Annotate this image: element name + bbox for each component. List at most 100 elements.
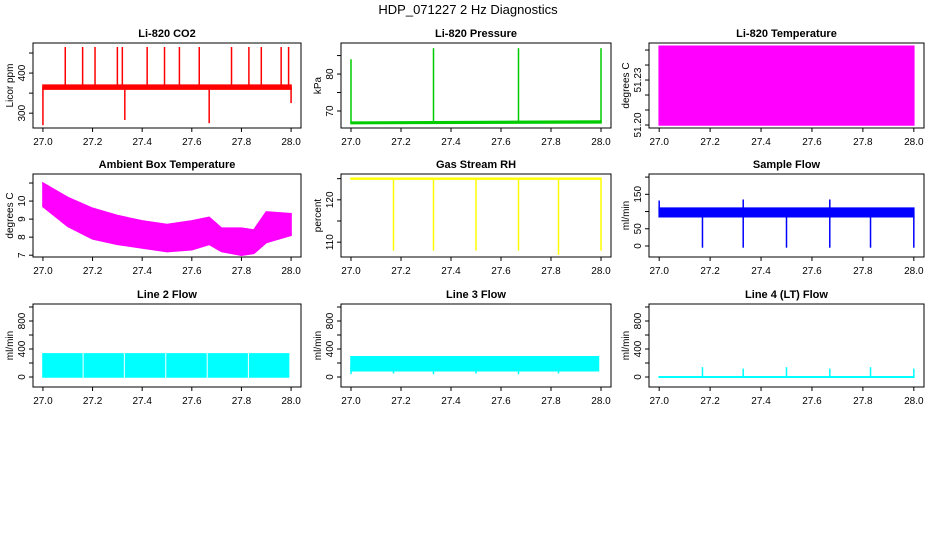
x-tick-label: 27.6	[182, 396, 202, 407]
panel-title: Li-820 Temperature	[736, 28, 837, 40]
x-tick-label: 28.0	[591, 266, 611, 277]
data-band	[207, 353, 248, 378]
y-tick-label: 10	[17, 195, 28, 207]
x-tick-label: 27.6	[802, 137, 822, 148]
x-tick-label: 27.0	[33, 266, 53, 277]
x-tick-label: 28.0	[904, 137, 924, 148]
x-tick-label: 27.2	[391, 137, 411, 148]
x-tick-label: 27.4	[132, 266, 152, 277]
x-tick-label: 27.2	[391, 396, 411, 407]
panel-title: Li-820 CO2	[138, 28, 195, 40]
x-tick-label: 27.2	[391, 266, 411, 277]
y-axis-label: kPa	[313, 76, 324, 94]
x-tick-label: 27.2	[700, 396, 720, 407]
y-tick-label: 0	[633, 243, 644, 249]
y-tick-label: 400	[17, 64, 28, 81]
x-tick-label: 28.0	[904, 266, 924, 277]
y-tick-label: 300	[17, 104, 28, 121]
x-tick-label: 27.8	[853, 396, 873, 407]
x-tick-label: 27.2	[83, 396, 103, 407]
x-tick-label: 27.6	[802, 396, 822, 407]
data-band	[124, 353, 166, 378]
plot-frame	[340, 173, 612, 258]
y-tick-label: 400	[325, 340, 336, 357]
panel-3: Ambient Box Temperature 27.0 27.2 27.4 27.6 2…	[5, 159, 302, 277]
x-tick-label: 27.6	[802, 266, 822, 277]
panel-1: Li-820 Pressure 27.0 27.2 27.4 27.6 27.8 28.0 7…	[313, 28, 612, 148]
panel-title: Li-820 Pressure	[435, 28, 517, 40]
data-band	[248, 353, 290, 378]
y-tick-label: 7	[17, 252, 28, 258]
x-tick-label: 27.8	[853, 266, 873, 277]
x-tick-label: 27.2	[700, 266, 720, 277]
y-tick-label: 0	[325, 374, 336, 380]
x-tick-label: 27.8	[541, 266, 561, 277]
x-tick-label: 27.4	[751, 266, 771, 277]
y-axis-label: ml/min	[5, 331, 16, 360]
y-tick-label: 800	[17, 312, 28, 329]
y-axis-label: Licor ppm	[5, 64, 16, 108]
y-axis-label: percent	[313, 199, 324, 233]
y-tick-label: 9	[17, 216, 28, 222]
x-tick-label: 28.0	[281, 266, 301, 277]
data-band	[350, 355, 600, 372]
data-band	[83, 353, 124, 378]
y-tick-label: 51.20	[633, 112, 644, 137]
y-tick-label: 120	[325, 191, 336, 208]
y-tick-label: 110	[325, 234, 336, 250]
panel-0: Li-820 CO2 27.0 27.2 27.4 27.6 27.8 28.0 300 400…	[5, 28, 302, 148]
x-tick-label: 27.2	[83, 266, 103, 277]
x-tick-label: 27.8	[232, 137, 252, 148]
plot-frame	[340, 303, 612, 388]
data-band	[658, 45, 915, 126]
x-tick-label: 28.0	[281, 396, 301, 407]
panel-4: Gas Stream RH 27.0 27.2 27.4 27.6 27.8 28.0 110…	[313, 159, 612, 277]
data-band	[166, 353, 207, 378]
y-axis-label: ml/min	[621, 331, 632, 360]
y-tick-label: 8	[17, 234, 28, 240]
panel-title: Line 2 Flow	[137, 289, 197, 301]
y-tick-label: 70	[325, 105, 336, 117]
y-axis-label: degrees C	[621, 62, 632, 108]
data-band	[42, 181, 292, 256]
x-tick-label: 27.6	[182, 137, 202, 148]
panel-2: Li-820 Temperature 27.0 27.2 27.4 27.6 27.8 28…	[621, 28, 925, 148]
plot-frame	[32, 42, 302, 129]
x-tick-label: 28.0	[591, 137, 611, 148]
x-tick-label: 27.0	[33, 137, 53, 148]
plot-frame	[648, 42, 925, 129]
x-tick-label: 27.4	[441, 266, 461, 277]
x-tick-label: 28.0	[281, 137, 301, 148]
panel-7: Line 3 Flow 27.0 27.2 27.4 27.6 27.8 28.0 0 400 8…	[313, 289, 612, 407]
plot-frame	[648, 173, 925, 258]
data-band	[350, 120, 602, 125]
x-tick-label: 27.6	[491, 137, 511, 148]
x-tick-label: 28.0	[591, 396, 611, 407]
x-tick-label: 27.2	[700, 137, 720, 148]
x-tick-label: 27.0	[649, 266, 669, 277]
y-axis-label: degrees C	[5, 192, 16, 238]
x-tick-label: 27.6	[491, 396, 511, 407]
x-tick-label: 27.8	[232, 396, 252, 407]
y-axis-label: ml/min	[313, 331, 324, 360]
panel-title: Line 4 (LT) Flow	[745, 289, 828, 301]
y-tick-label: 50	[633, 223, 644, 235]
x-tick-label: 27.4	[441, 137, 461, 148]
x-tick-label: 27.6	[182, 266, 202, 277]
panel-5: Sample Flow 27.0 27.2 27.4 27.6 27.8 28.0 0 50 15…	[621, 159, 925, 277]
panel-title: Sample Flow	[753, 159, 821, 171]
panel-title: Gas Stream RH	[436, 159, 516, 171]
y-tick-label: 0	[633, 374, 644, 380]
x-tick-label: 27.0	[341, 266, 361, 277]
x-tick-label: 27.6	[491, 266, 511, 277]
data-band	[42, 84, 292, 90]
y-tick-label: 80	[325, 68, 336, 80]
y-tick-label: 800	[325, 312, 336, 329]
x-tick-label: 28.0	[904, 396, 924, 407]
panel-title: Ambient Box Temperature	[99, 159, 236, 171]
panel-6: Line 2 Flow 27.0 27.2 27.4 27.6 27.8 28.0 0 400 8…	[5, 289, 302, 407]
x-tick-label: 27.4	[132, 137, 152, 148]
y-axis-label: ml/min	[621, 201, 632, 230]
y-tick-label: 51.23	[633, 67, 644, 92]
y-tick-label: 400	[17, 340, 28, 357]
